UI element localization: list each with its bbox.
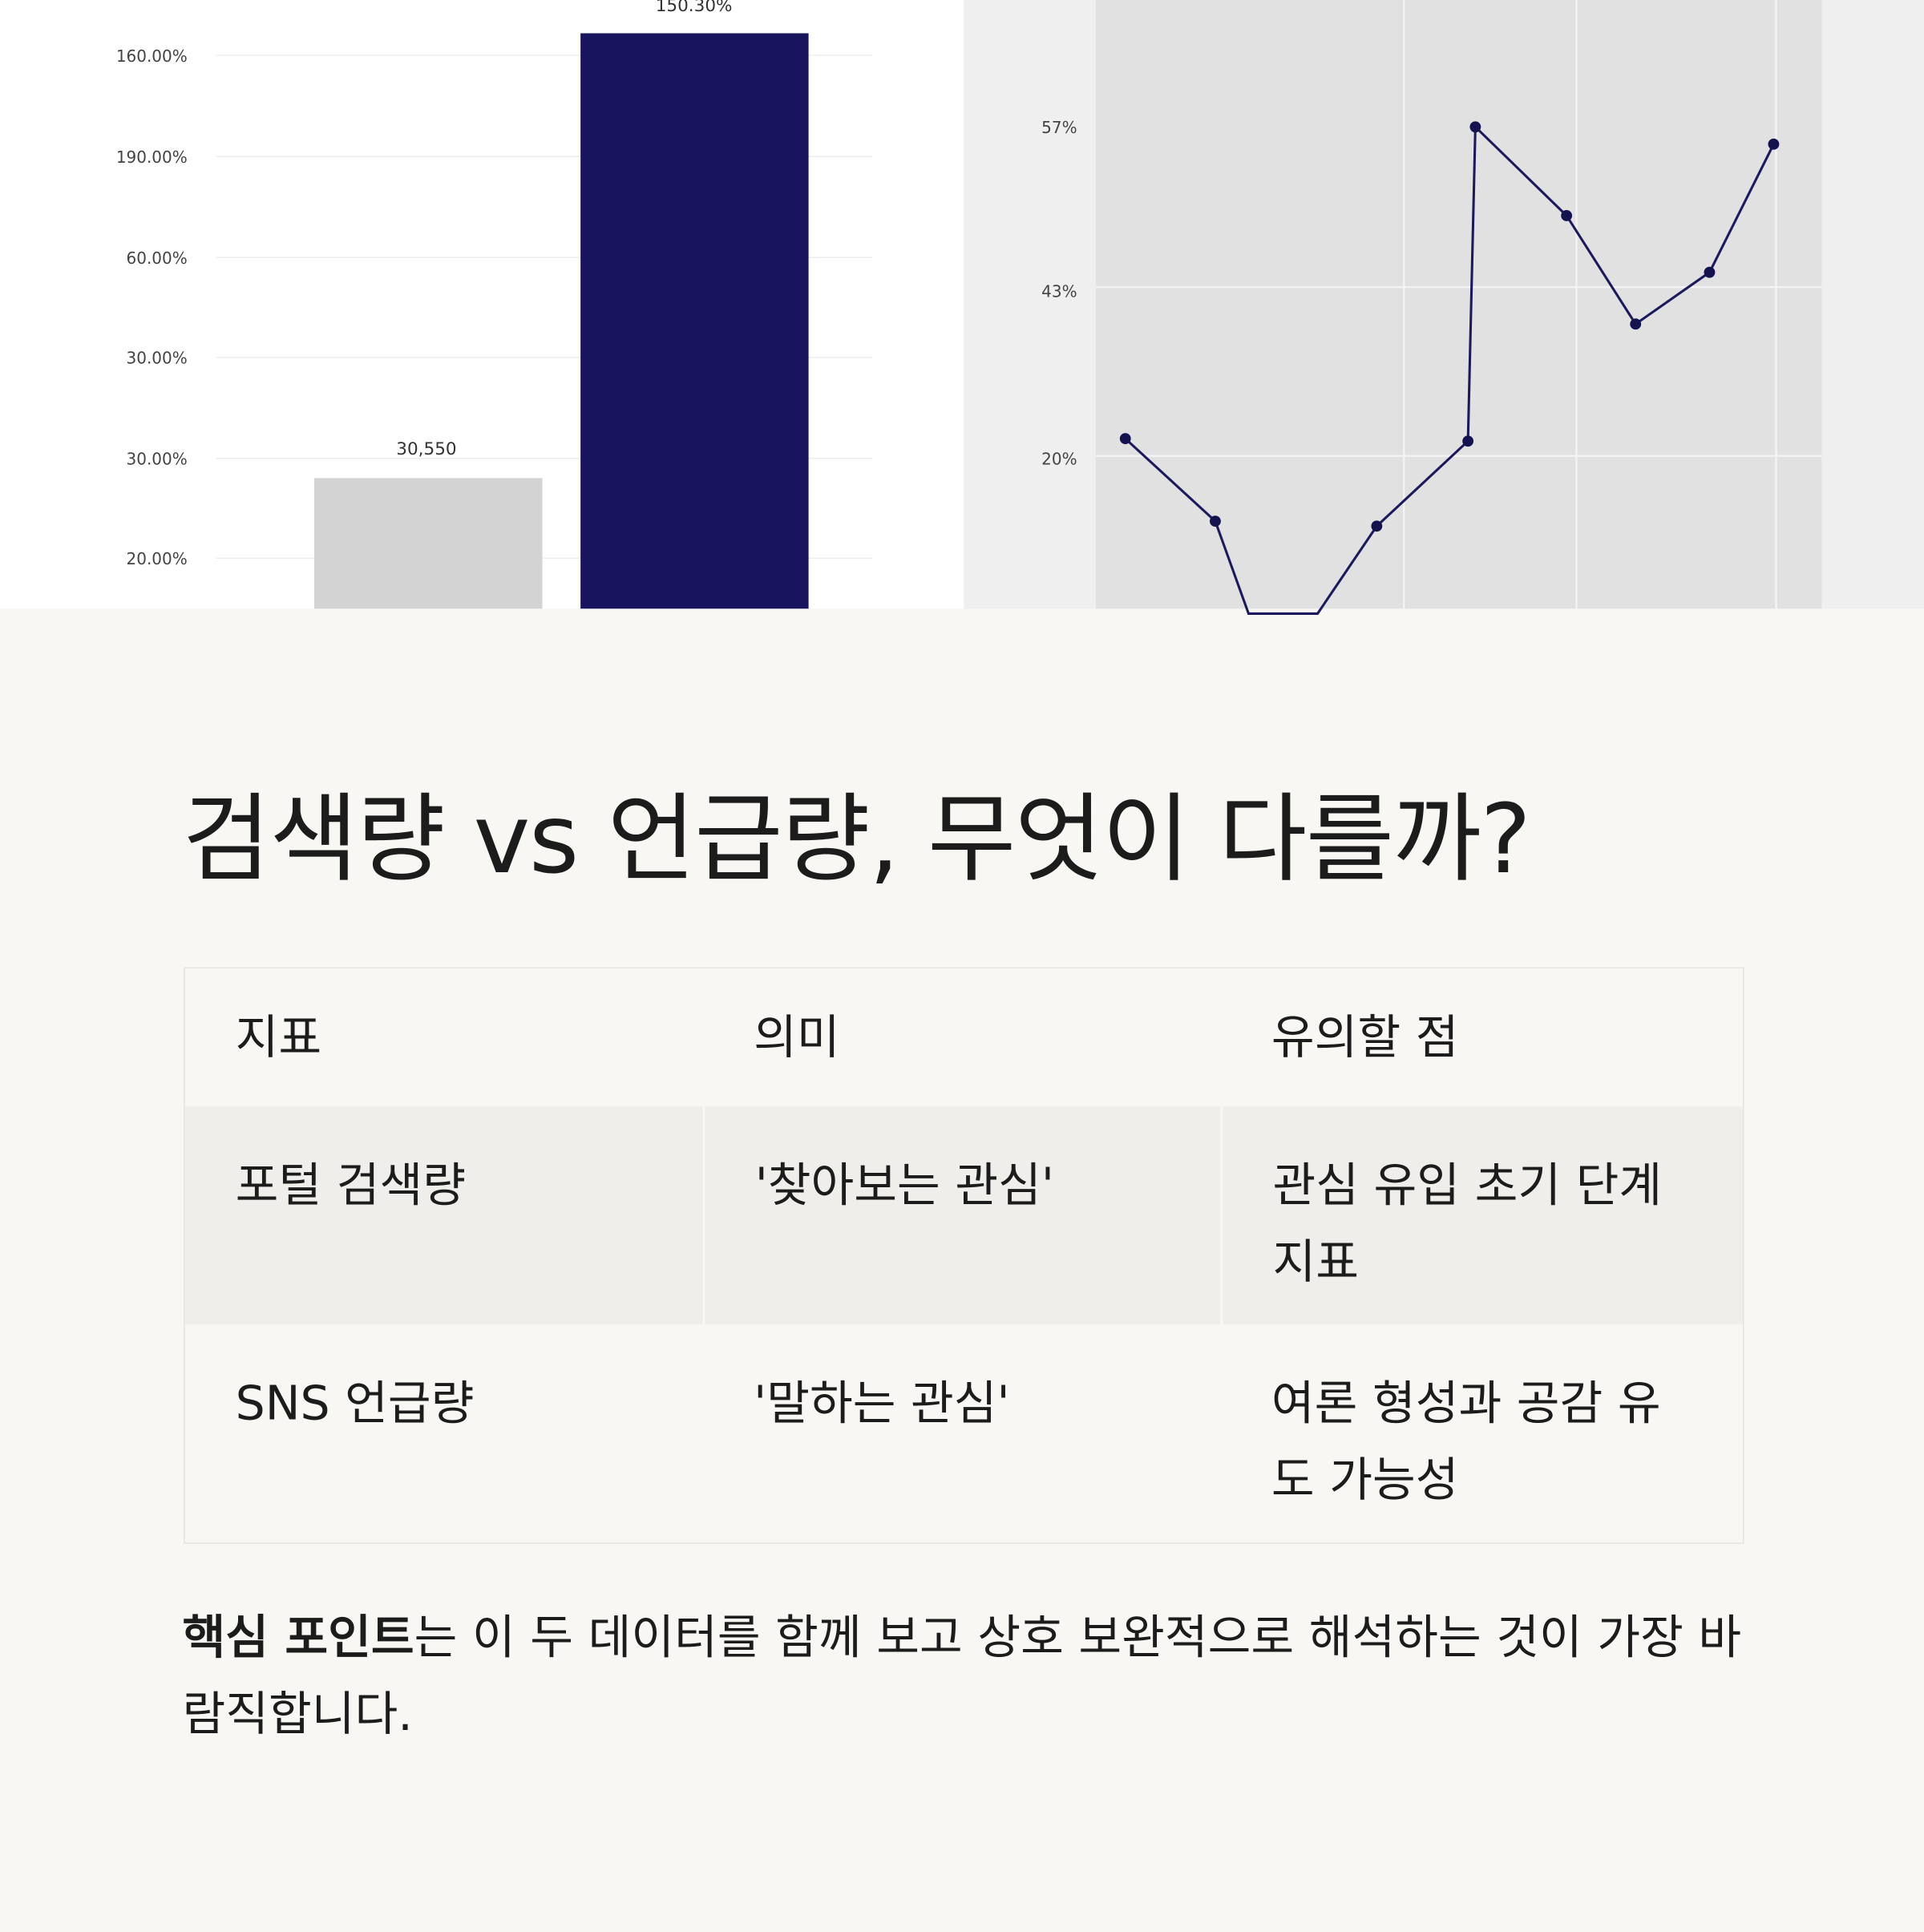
point [1704, 266, 1716, 278]
y-tick-label: 190.00% [116, 148, 188, 167]
cell: '찾아보는 관심' [703, 1106, 1223, 1325]
table-row: 포털 검색량 '찾아보는 관심' 관심 유입 초기 단계 지표 [184, 1106, 1744, 1325]
paragraph-text: 는 이 두 데이터를 함께 보고 상호 보완적으로 해석하는 것이 가장 바람직… [182, 1610, 1742, 1741]
cell: 관심 유입 초기 단계 지표 [1220, 1106, 1744, 1325]
table: 지표 의미 유의할 점 포털 검색량 '찾아보는 관심' 관심 유입 초기 단계… [184, 967, 1744, 1544]
line-grid [1095, 0, 1822, 609]
y-tick-label: 30.00% [127, 348, 188, 367]
y-tick-label: 20% [1041, 449, 1077, 468]
point [1768, 138, 1780, 150]
cell: 여론 형성과 공감 유도 가능성 [1271, 1376, 1661, 1507]
table-wrap: 지표 의미 유의할 점 포털 검색량 '찾아보는 관심' 관심 유입 초기 단계… [184, 967, 1744, 1544]
heading: 검색량 vs 언급량, 무엇이 다를까? [182, 792, 1531, 896]
paragraph: 핵심 포인트는 이 두 데이터를 함께 보고 상호 보완적으로 해석하는 것이 … [183, 1599, 1742, 1752]
y-tick-label: 57% [1041, 118, 1077, 137]
heading-wrap: 검색량 vs 언급량, 무엇이 다를까? [183, 792, 1772, 888]
table-header: 지표 의미 유의할 점 [184, 968, 1744, 1107]
value-label: 150.30% [656, 0, 733, 16]
heading-box: 검색량 vs 언급량, 무엇이 다를까? [183, 792, 1772, 888]
y-tick-label: 160.00% [116, 46, 188, 66]
paragraph-wrap: 핵심 포인트는 이 두 데이터를 함께 보고 상호 보완적으로 해석하는 것이 … [183, 1599, 1772, 1752]
table-box: 지표 의미 유의할 점 포털 검색량 '찾아보는 관심' 관심 유입 초기 단계… [184, 967, 1744, 1544]
header-cell: 지표 [184, 968, 704, 1107]
plot-area [1095, 0, 1822, 609]
line-points [1119, 121, 1780, 532]
header-cell: 유의할 점 [1220, 968, 1744, 1107]
table-row: SNS 언급량 '말하는 관심' 여론 형성과 공감 유도 가능성 [184, 1324, 1744, 1543]
point [1210, 515, 1221, 527]
point [1462, 435, 1474, 447]
y-tick-label: 30.00% [127, 449, 188, 468]
point [1119, 433, 1131, 445]
y-tick-label: 60.00% [127, 249, 188, 268]
y-tick-label: 20.00% [127, 549, 188, 568]
point [1561, 210, 1573, 221]
emphasis: 핵심 포인트 [182, 1610, 414, 1665]
point [1630, 318, 1642, 330]
cell: '말하는 관심' [754, 1376, 1010, 1431]
bar [314, 478, 543, 609]
cell: 포털 검색량 [184, 1106, 705, 1325]
paragraph-box: 핵심 포인트는 이 두 데이터를 함께 보고 상호 보완적으로 해석하는 것이 … [183, 1599, 1772, 1752]
point [1469, 121, 1481, 133]
cell: SNS 언급량 [235, 1376, 475, 1431]
header-cell: 의미 [703, 968, 1221, 1107]
y-tick-label: 43% [1041, 281, 1077, 301]
point [1371, 520, 1383, 532]
hero-image: 160.00% 190.00% 60.00% 30.00% 30.00% 20.… [0, 0, 1924, 615]
value-label: 30,550 [396, 439, 456, 459]
bar [580, 33, 809, 609]
